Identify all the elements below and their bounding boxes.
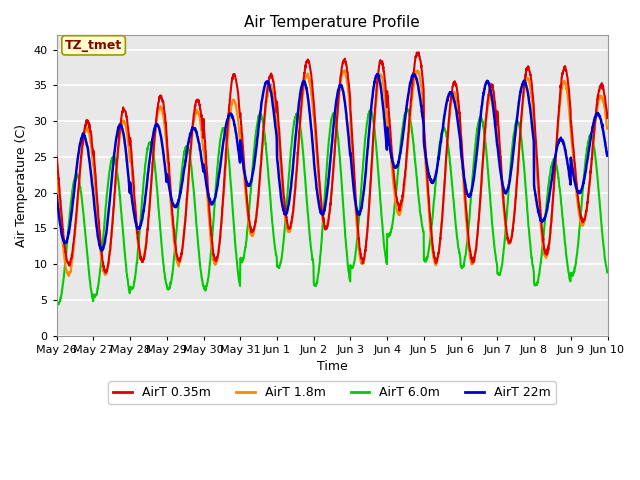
Legend: AirT 0.35m, AirT 1.8m, AirT 6.0m, AirT 22m: AirT 0.35m, AirT 1.8m, AirT 6.0m, AirT 2… [108,382,556,405]
Y-axis label: Air Temperature (C): Air Temperature (C) [15,124,28,247]
X-axis label: Time: Time [317,360,348,373]
Text: TZ_tmet: TZ_tmet [65,39,122,52]
Title: Air Temperature Profile: Air Temperature Profile [244,15,420,30]
